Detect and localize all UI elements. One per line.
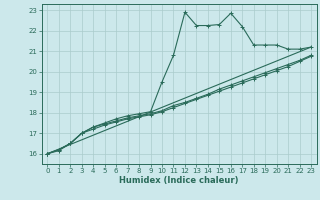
X-axis label: Humidex (Indice chaleur): Humidex (Indice chaleur) — [119, 176, 239, 185]
